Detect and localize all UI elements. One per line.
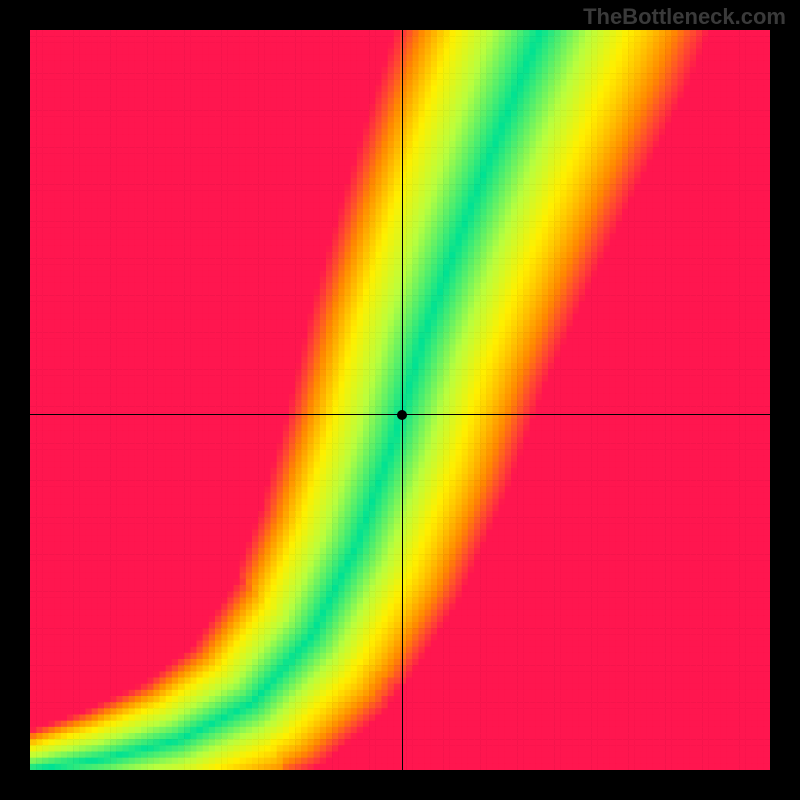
crosshair-marker bbox=[397, 410, 407, 420]
crosshair-vertical bbox=[402, 30, 403, 770]
heatmap-canvas bbox=[30, 30, 770, 770]
chart-container: TheBottleneck.com bbox=[0, 0, 800, 800]
watermark-text: TheBottleneck.com bbox=[583, 4, 786, 30]
